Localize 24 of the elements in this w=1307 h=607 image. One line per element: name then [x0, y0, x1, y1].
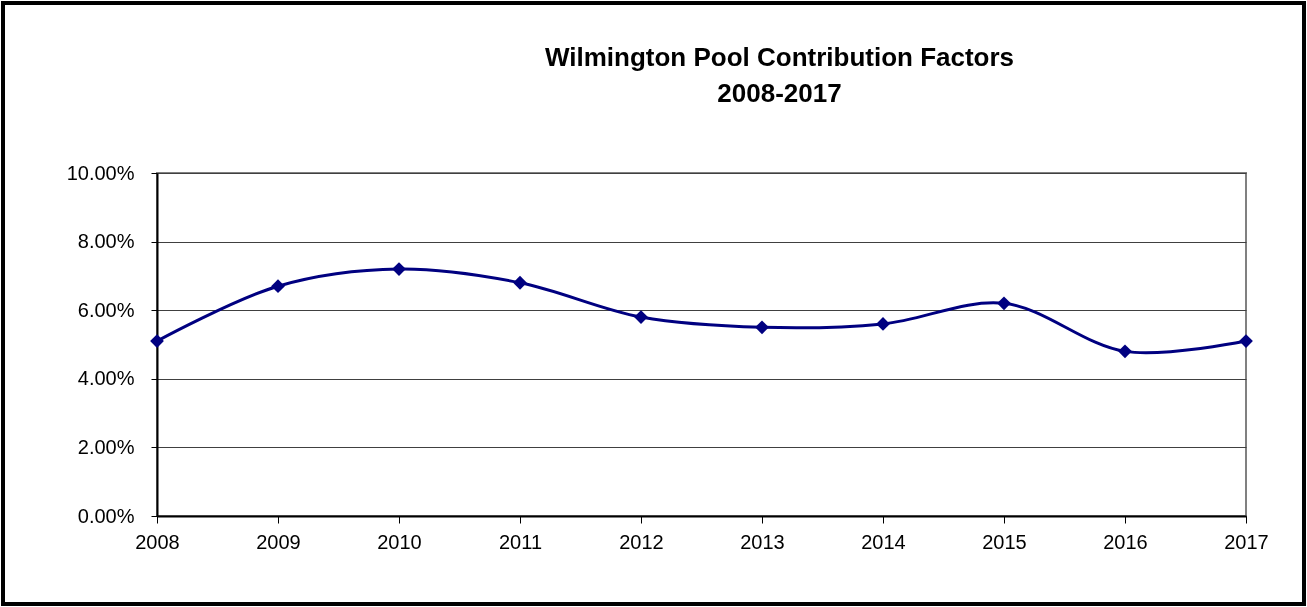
x-tick-label: 2008 — [135, 530, 180, 553]
y-tick-label: 8.00% — [77, 230, 135, 253]
y-tick-label: 2.00% — [77, 435, 135, 458]
point — [513, 275, 527, 290]
x-tick-label: 2015 — [982, 530, 1027, 553]
x-tick-label: 2010 — [377, 530, 422, 553]
x-tick-label: 2009 — [256, 530, 301, 553]
x-tick-label: 2016 — [1103, 530, 1148, 553]
point — [997, 296, 1011, 311]
x-tick-label: 2011 — [498, 530, 543, 553]
y-tick-label: 10.00% — [66, 161, 135, 184]
point — [876, 317, 890, 331]
y-tick-label: 0.00% — [77, 504, 135, 527]
point — [755, 320, 769, 335]
x-tick-label: 2014 — [861, 530, 906, 553]
x-tick-label: 2017 — [1224, 530, 1269, 553]
x-tick-label: 2013 — [740, 530, 785, 553]
chart-title: Wilmington Pool Contribution Factors — [544, 42, 1015, 72]
y-tick-label: 4.00% — [77, 367, 135, 390]
y-tick-label: 6.00% — [77, 298, 135, 321]
chart-subtitle: 2008-2017 — [717, 78, 842, 108]
point — [1118, 344, 1132, 359]
point — [271, 279, 285, 294]
x-tick-label: 2012 — [619, 530, 664, 553]
